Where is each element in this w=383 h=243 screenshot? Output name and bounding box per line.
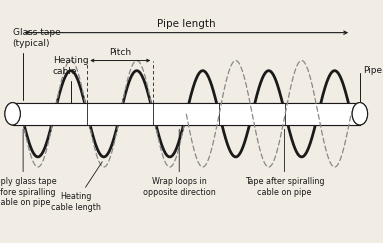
Circle shape (352, 103, 368, 125)
Bar (13, 103, 360, 125)
Text: Wrap loops in
opposite direction: Wrap loops in opposite direction (143, 129, 216, 197)
Text: Pipe length: Pipe length (157, 19, 216, 29)
Bar (13, 103, 360, 125)
Text: Heating
cable: Heating cable (53, 56, 88, 108)
Text: Apply glass tape
before spiralling
cable on pipe: Apply glass tape before spiralling cable… (0, 129, 56, 207)
Text: Tape after spiralling
cable on pipe: Tape after spiralling cable on pipe (245, 129, 324, 197)
Circle shape (352, 103, 368, 125)
Text: Pipe: Pipe (360, 66, 382, 105)
Text: Glass tape
(typical): Glass tape (typical) (13, 28, 61, 100)
Circle shape (5, 103, 20, 125)
Text: Pitch: Pitch (109, 49, 131, 58)
Text: Heating
cable length: Heating cable length (51, 162, 102, 212)
Circle shape (5, 103, 20, 125)
